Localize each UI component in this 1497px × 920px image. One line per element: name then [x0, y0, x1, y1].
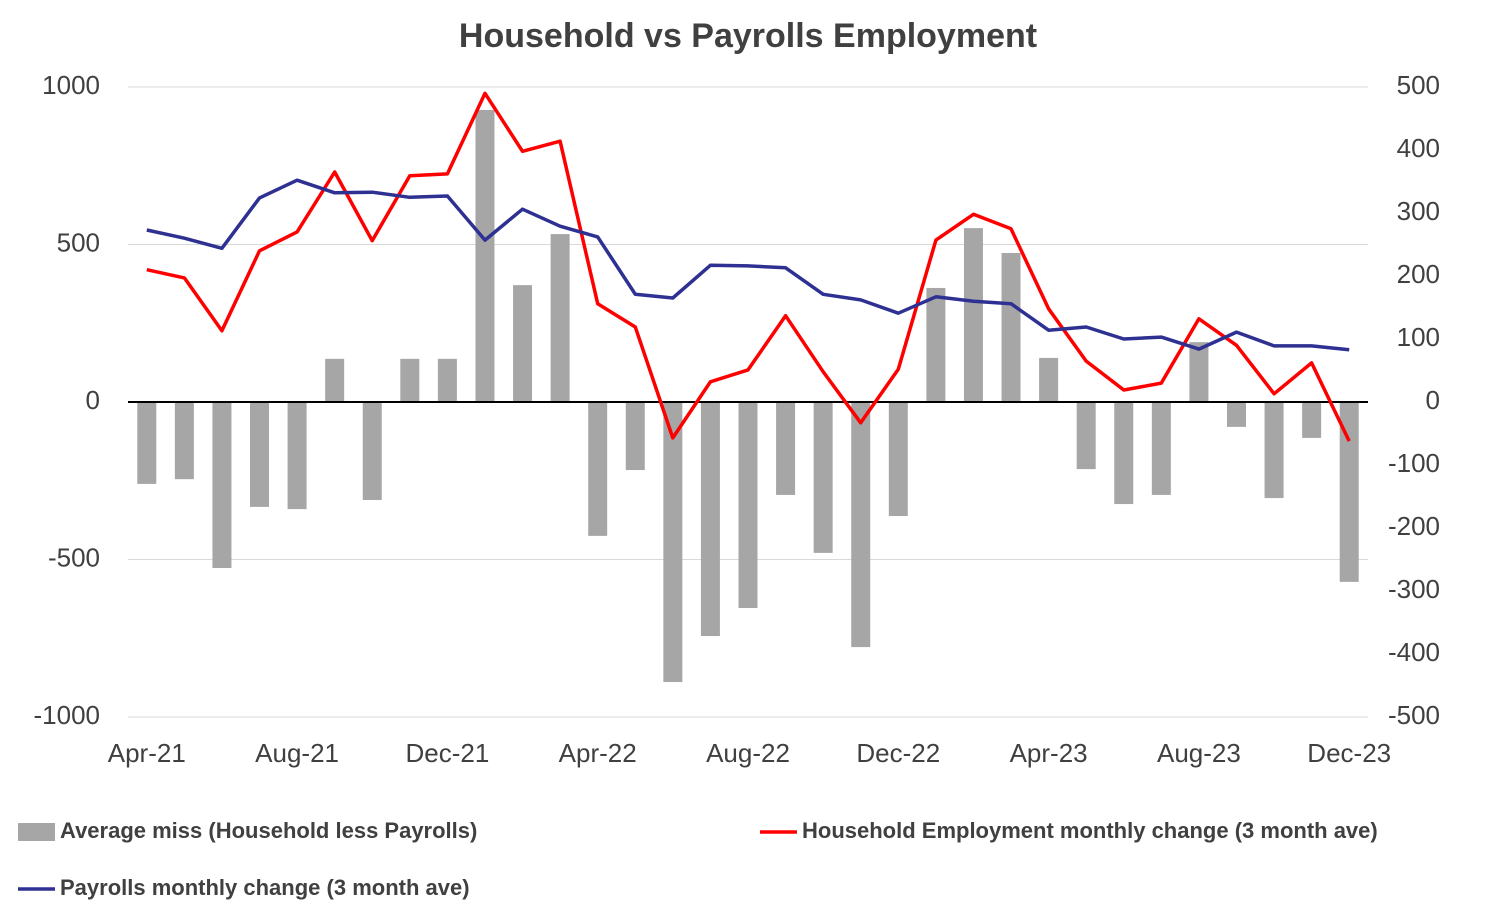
bar: [888, 402, 908, 517]
y2-tick-label: 100: [1397, 322, 1440, 352]
x-tick-label: Dec-22: [856, 738, 940, 768]
line: [146, 91, 1351, 442]
y2-tick-label: -200: [1388, 511, 1440, 541]
y2-tick-label: -500: [1388, 700, 1440, 730]
legend-label: Payrolls monthly change (3 month ave): [60, 875, 470, 900]
y2-tick-label: 400: [1397, 133, 1440, 163]
y2-tick-label: 200: [1397, 259, 1440, 289]
bar: [926, 287, 946, 402]
y2-tick-label: -400: [1388, 637, 1440, 667]
chart-title: Household vs Payrolls Employment: [459, 17, 1037, 55]
bar: [437, 358, 457, 402]
legend-swatch: [18, 823, 55, 841]
bar: [663, 402, 683, 683]
bar: [851, 402, 871, 648]
bar: [1039, 357, 1059, 402]
legend-label: Average miss (Household less Payrolls): [60, 818, 477, 843]
y-tick-label: 1000: [42, 70, 100, 100]
x-tick-label: Dec-21: [405, 738, 489, 768]
bar: [813, 402, 833, 553]
line: [146, 178, 1350, 352]
y2-tick-label: 0: [1426, 385, 1440, 415]
y-tick-label: -1000: [34, 700, 101, 730]
y2-tick-label: 300: [1397, 196, 1440, 226]
bar: [1302, 402, 1322, 438]
x-tick-label: Apr-21: [108, 738, 186, 768]
bar: [1226, 402, 1246, 427]
bar: [776, 402, 796, 495]
y-tick-label: -500: [48, 542, 100, 572]
bar: [212, 402, 232, 569]
bar: [287, 402, 307, 510]
bar: [137, 402, 157, 484]
bar: [400, 358, 420, 402]
y2-tick-label: -100: [1388, 448, 1440, 478]
bar: [963, 228, 983, 402]
x-tick-label: Apr-22: [559, 738, 637, 768]
x-tick-label: Aug-21: [255, 738, 339, 768]
bar: [1189, 342, 1209, 402]
x-tick-label: Aug-23: [1157, 738, 1241, 768]
bar: [475, 109, 495, 403]
y-tick-label: 0: [86, 385, 100, 415]
bar: [325, 358, 345, 402]
y2-tick-label: -300: [1388, 574, 1440, 604]
bar: [700, 402, 720, 637]
bar: [738, 402, 758, 609]
bar: [513, 285, 533, 402]
bar: [1264, 402, 1284, 499]
bar: [1001, 253, 1021, 402]
bar: [625, 402, 645, 471]
x-tick-label: Apr-23: [1010, 738, 1088, 768]
bar: [1151, 402, 1171, 495]
x-tick-label: Dec-23: [1307, 738, 1391, 768]
bar: [174, 402, 194, 480]
bar: [1114, 402, 1134, 505]
bar: [362, 402, 382, 500]
y2-tick-label: 500: [1397, 70, 1440, 100]
bar: [1339, 402, 1359, 582]
legend-label: Household Employment monthly change (3 m…: [802, 818, 1378, 843]
x-tick-label: Aug-22: [706, 738, 790, 768]
bar: [1076, 402, 1096, 470]
bar: [588, 402, 608, 536]
bar: [550, 234, 570, 402]
bar: [250, 402, 270, 507]
y-tick-label: 500: [57, 227, 100, 257]
